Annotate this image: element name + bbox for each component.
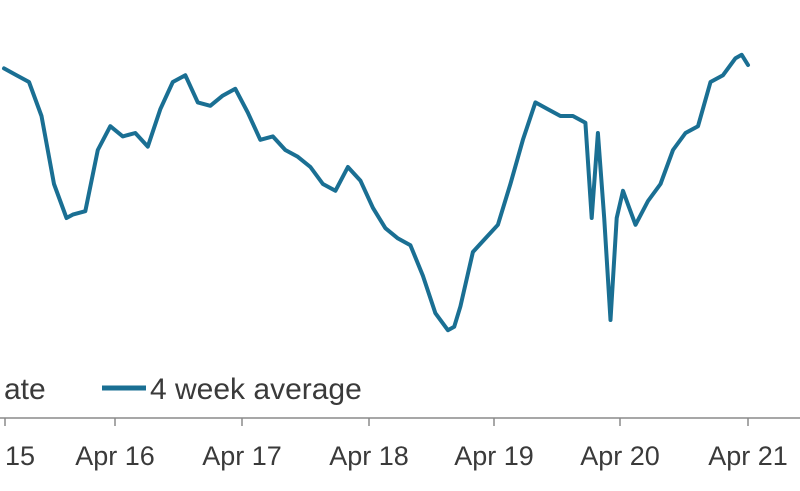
legend-label-rate: ate	[4, 373, 46, 406]
x-tick-label: Apr 21	[708, 441, 788, 471]
x-tick-label: 15	[5, 441, 35, 471]
legend-label-4-week-average: 4 week average	[150, 373, 362, 406]
x-tick-label: Apr 19	[454, 441, 534, 471]
x-tick-label: Apr 20	[580, 441, 660, 471]
x-axis-ticks: 15 Apr 16 Apr 17 Apr 18 Apr 19 Apr 20 Apr 21	[4, 418, 788, 471]
legend: ate 4 week average	[4, 373, 362, 406]
x-tick-label: Apr 16	[75, 441, 155, 471]
series-layer	[2, 52, 750, 333]
x-tick-label: Apr 18	[329, 441, 409, 471]
x-tick-label: Apr 17	[202, 441, 282, 471]
series-line-4-week-average	[2, 52, 750, 333]
